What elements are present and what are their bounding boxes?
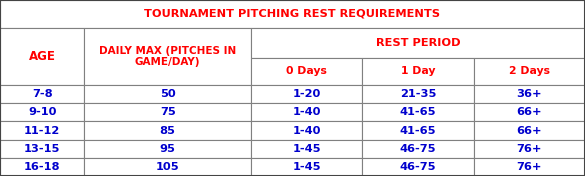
Bar [251, 121, 362, 140]
Text: 95: 95 [160, 144, 176, 154]
Bar [251, 28, 585, 58]
Bar [84, 85, 251, 103]
Text: 50: 50 [160, 89, 176, 99]
Bar [84, 121, 251, 140]
Text: 36+: 36+ [517, 89, 542, 99]
Text: 41-65: 41-65 [400, 125, 436, 136]
Text: REST PERIOD: REST PERIOD [376, 38, 460, 48]
Text: 7-8: 7-8 [32, 89, 53, 99]
Bar [251, 103, 362, 121]
Text: AGE: AGE [29, 50, 56, 63]
Bar [0, 85, 84, 103]
Bar [362, 85, 474, 103]
Text: 1-40: 1-40 [292, 125, 321, 136]
Bar [362, 103, 474, 121]
Text: 13-15: 13-15 [24, 144, 60, 154]
Text: TOURNAMENT PITCHING REST REQUIREMENTS: TOURNAMENT PITCHING REST REQUIREMENTS [144, 9, 441, 19]
Bar [251, 85, 362, 103]
Text: 46-75: 46-75 [400, 144, 436, 154]
Bar [84, 103, 251, 121]
Bar [474, 140, 585, 158]
Text: 16-18: 16-18 [24, 162, 60, 172]
Bar [251, 158, 362, 176]
Text: 2 Days: 2 Days [509, 67, 550, 77]
Bar [84, 28, 251, 85]
Text: 1-45: 1-45 [292, 162, 321, 172]
Bar [0, 158, 84, 176]
Bar [0, 140, 84, 158]
Text: 11-12: 11-12 [24, 125, 60, 136]
Bar [0, 121, 84, 140]
Bar [362, 158, 474, 176]
Text: 41-65: 41-65 [400, 107, 436, 117]
Bar [362, 58, 474, 85]
Text: 0 Days: 0 Days [286, 67, 327, 77]
Bar [0, 28, 84, 85]
Bar [0, 0, 585, 28]
Bar [474, 103, 585, 121]
Bar [474, 121, 585, 140]
Bar [251, 140, 362, 158]
Bar [251, 58, 362, 85]
Bar [84, 140, 251, 158]
Bar [362, 140, 474, 158]
Text: 1 Day: 1 Day [401, 67, 435, 77]
Text: 1-40: 1-40 [292, 107, 321, 117]
Text: 76+: 76+ [517, 162, 542, 172]
Text: 1-45: 1-45 [292, 144, 321, 154]
Bar [474, 58, 585, 85]
Text: 105: 105 [156, 162, 180, 172]
Text: 66+: 66+ [517, 125, 542, 136]
Text: 85: 85 [160, 125, 176, 136]
Bar [84, 158, 251, 176]
Text: 75: 75 [160, 107, 176, 117]
Text: DAILY MAX (PITCHES IN
GAME/DAY): DAILY MAX (PITCHES IN GAME/DAY) [99, 46, 236, 67]
Bar [474, 158, 585, 176]
Text: 46-75: 46-75 [400, 162, 436, 172]
Text: 21-35: 21-35 [400, 89, 436, 99]
Text: 66+: 66+ [517, 107, 542, 117]
Bar [0, 103, 84, 121]
Text: 1-20: 1-20 [292, 89, 321, 99]
Bar [362, 121, 474, 140]
Bar [474, 85, 585, 103]
Text: 9-10: 9-10 [28, 107, 57, 117]
Text: 76+: 76+ [517, 144, 542, 154]
